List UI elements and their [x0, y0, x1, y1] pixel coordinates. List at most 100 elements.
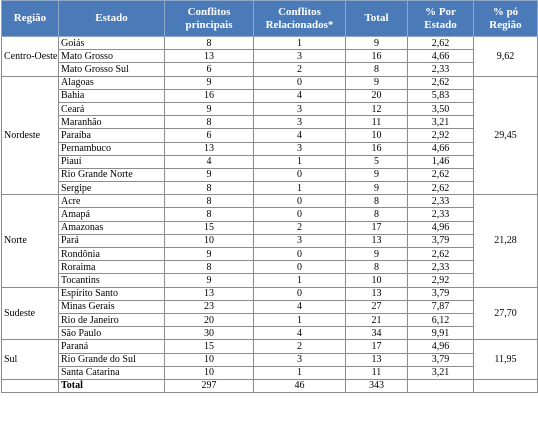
- state-cell: Minas Gerais: [58, 299, 165, 314]
- conflitos-relacionados-cell: 4: [253, 299, 346, 314]
- conflitos-relacionados-cell: 1: [253, 312, 346, 328]
- total-cell: 9: [345, 246, 408, 262]
- total-cell: 27: [345, 299, 408, 314]
- pct-regiao-cell: 21,28: [473, 194, 538, 288]
- conflitos-relacionados-cell: 0: [253, 167, 346, 183]
- table-row: Bahia 16 4 20 5,83: [2, 88, 538, 103]
- pct-estado-cell: 3,50: [407, 101, 474, 117]
- conflitos-principais-cell: 8: [164, 260, 254, 275]
- conflitos-relacionados-cell: 0: [253, 286, 346, 301]
- header-total: Total: [345, 0, 408, 37]
- pct-estado-cell: 5,83: [407, 88, 474, 103]
- total-cell: 16: [345, 141, 408, 156]
- pct-regiao-cell: 27,70: [473, 286, 538, 341]
- pct-estado-cell: 4,66: [407, 49, 474, 64]
- state-cell: Rio de Janeiro: [58, 312, 165, 328]
- table-row: Tocantins 9 1 10 2,92: [2, 273, 538, 288]
- total-cell: 13: [345, 352, 408, 367]
- state-cell: Paraná: [58, 339, 165, 354]
- pct-estado-cell: 2,33: [407, 260, 474, 275]
- conflitos-principais-cell: 15: [164, 220, 254, 235]
- state-cell: Amazonas: [58, 220, 165, 235]
- conflitos-principais-cell: 15: [164, 339, 254, 354]
- region-cell: Nordeste: [1, 75, 59, 196]
- total-empty-cell: [1, 378, 59, 394]
- state-cell: Rondônia: [58, 246, 165, 262]
- total-cell: 11: [345, 365, 408, 380]
- state-cell: Mato Grosso Sul: [58, 62, 165, 77]
- total-cell: 9: [345, 75, 408, 90]
- conflitos-principais-cell: 10: [164, 233, 254, 249]
- pct-estado-cell: 3,21: [407, 365, 474, 380]
- conflitos-relacionados-cell: 2: [253, 220, 346, 235]
- conflitos-relacionados-cell: 0: [253, 207, 346, 222]
- pct-regiao-cell: 29,45: [473, 75, 538, 196]
- table-header: Região Estado Conflitos principais Confl…: [1, 0, 538, 37]
- pct-estado-cell: 2,92: [407, 128, 474, 143]
- total-cell: 17: [345, 339, 408, 354]
- conflitos-relacionados-cell: 2: [253, 339, 346, 354]
- conflitos-relacionados-cell: 4: [253, 128, 346, 143]
- conflitos-principais-cell: 6: [164, 128, 254, 143]
- total-cell: 34: [345, 326, 408, 341]
- state-cell: Roraima: [58, 260, 165, 275]
- pct-estado-cell: 2,33: [407, 207, 474, 222]
- pct-estado-cell: 3,79: [407, 233, 474, 249]
- state-cell: Goiás: [58, 35, 165, 51]
- total-cell: 11: [345, 115, 408, 130]
- pct-regiao-cell: 11,95: [473, 339, 538, 380]
- total-cell: 8: [345, 194, 408, 209]
- state-cell: Pará: [58, 233, 165, 249]
- conflitos-principais-cell: 6: [164, 62, 254, 77]
- total-cell: 17: [345, 220, 408, 235]
- table-row: Minas Gerais 23 4 27 7,87: [2, 299, 538, 314]
- conflitos-relacionados-cell: 1: [253, 273, 346, 288]
- conflitos-relacionados-cell: 3: [253, 49, 346, 64]
- total-cell: 9: [345, 35, 408, 51]
- conflitos-relacionados-cell: 3: [253, 352, 346, 367]
- pct-estado-cell: 6,12: [407, 312, 474, 328]
- conflitos-relacionados-cell: 0: [253, 260, 346, 275]
- state-cell: Amapá: [58, 207, 165, 222]
- region-cell: Sudeste: [1, 286, 59, 341]
- pct-estado-cell: 4,66: [407, 141, 474, 156]
- region-cell: Centro-Oeste: [1, 36, 59, 77]
- conflitos-principais-cell: 8: [164, 207, 254, 222]
- table-row: Rio Grande Norte 9 0 9 2,62: [2, 167, 538, 183]
- table-row: Ceará 9 3 12 3,50: [2, 101, 538, 117]
- total-cell: 9: [345, 167, 408, 183]
- table-row: Norte Acre 8 0 8 2,33 21,28: [1, 194, 538, 288]
- pct-estado-cell: 9,91: [407, 326, 474, 341]
- table-row: Amapá 8 0 8 2,33: [2, 207, 538, 222]
- table-row: São Paulo 30 4 34 9,91: [2, 326, 538, 341]
- total-conflitos-principais: 297: [164, 378, 254, 394]
- pct-estado-cell: 2,33: [407, 194, 474, 209]
- table-row: Centro-Oeste Goiás 8 1 9 2,62 9,62: [1, 35, 538, 77]
- table-row: Mato Grosso Sul 6 2 8 2,33: [2, 62, 538, 77]
- pct-estado-cell: 3,79: [407, 352, 474, 367]
- table-row: Sudeste Espírito Santo 13 0 13 3,79 27,70: [1, 286, 538, 341]
- conflitos-principais-cell: 9: [164, 101, 254, 117]
- conflitos-principais-cell: 23: [164, 299, 254, 314]
- conflitos-relacionados-cell: 1: [253, 154, 346, 169]
- total-cell: 8: [345, 62, 408, 77]
- conflitos-principais-cell: 10: [164, 365, 254, 380]
- table-row: Nordeste Alagoas 9 0 9 2,62 29,45: [1, 75, 538, 196]
- total-pct-estado-empty: [407, 378, 474, 394]
- table-body: Centro-Oeste Goiás 8 1 9 2,62 9,62 Mato Grosso 1…: [1, 35, 538, 394]
- total-cell: 21: [345, 312, 408, 328]
- total-label: Total: [58, 378, 165, 394]
- total-cell: 9: [345, 181, 408, 196]
- state-cell: Santa Catarina: [58, 365, 165, 380]
- conflitos-principais-cell: 13: [164, 141, 254, 156]
- header-conflitos-principais: Conflitos principais: [164, 0, 254, 37]
- conflitos-principais-cell: 9: [164, 273, 254, 288]
- conflitos-principais-cell: 8: [164, 115, 254, 130]
- state-cell: Tocantins: [58, 273, 165, 288]
- conflitos-principais-cell: 8: [164, 194, 254, 209]
- state-cell: Sergipe: [58, 181, 165, 196]
- conflitos-relacionados-cell: 1: [253, 365, 346, 380]
- pct-estado-cell: 4,96: [407, 220, 474, 235]
- header-pct-regiao: % pó Região: [473, 0, 538, 37]
- header-row: Região Estado Conflitos principais Confl…: [1, 0, 538, 37]
